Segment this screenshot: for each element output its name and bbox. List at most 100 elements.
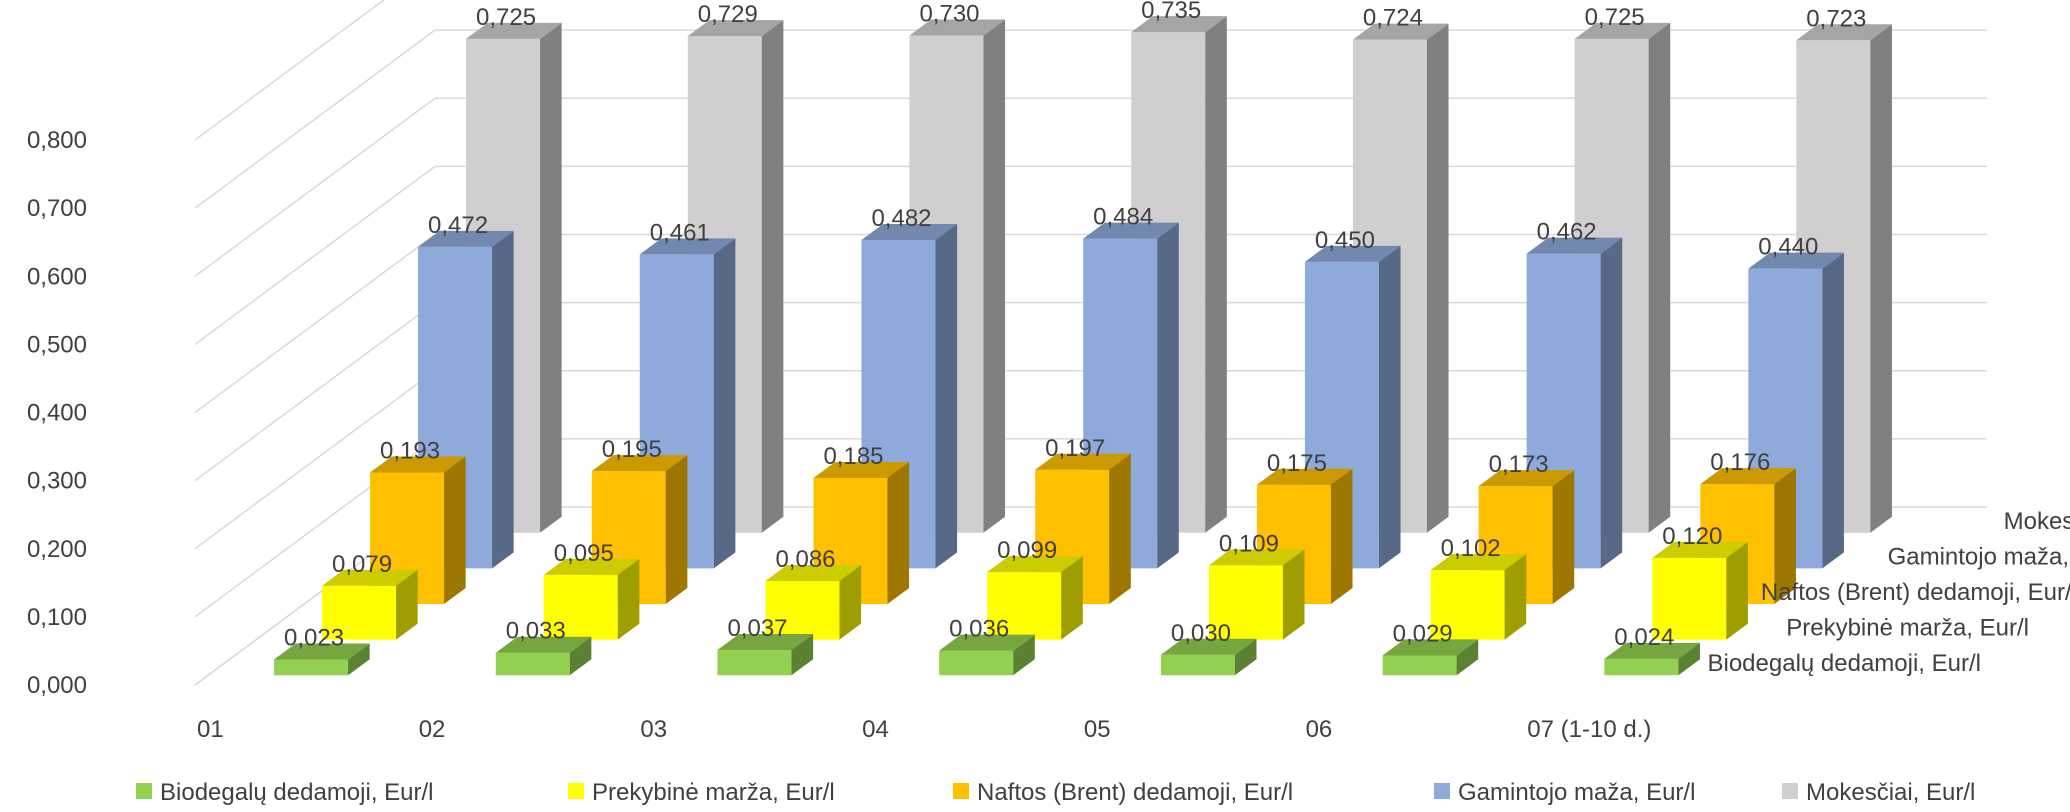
category-label: 06 [1306, 716, 1333, 743]
data-label: 0,440 [1758, 234, 1818, 261]
data-label: 0,095 [554, 540, 614, 567]
data-label: 0,120 [1662, 523, 1722, 550]
category-label: 05 [1084, 716, 1111, 743]
bar-front [939, 651, 1013, 676]
bar-front [1161, 655, 1235, 675]
bar-side [887, 462, 909, 604]
data-label: 0,109 [1219, 530, 1279, 557]
data-label: 0,197 [1045, 435, 1105, 462]
data-label: 0,484 [1093, 204, 1153, 231]
bars: 0,725 0,729 0,730 0,735 0,724 0,725 0,723 0,472… [274, 0, 1892, 675]
bar-side [1205, 16, 1227, 533]
bar-front [1604, 659, 1678, 675]
data-label: 0,472 [428, 212, 488, 239]
legend-label: Prekybinė marža, Eur/l [592, 779, 835, 806]
series-axis-label: Naftos (Brent) dedamoji, Eur/l [1761, 579, 2070, 606]
data-label: 0,725 [1585, 4, 1645, 31]
y-tick-label: 0,800 [27, 127, 87, 154]
category-label: 01 [197, 716, 224, 743]
data-label: 0,730 [919, 0, 979, 27]
data-label: 0,724 [1363, 5, 1423, 32]
data-label: 0,079 [332, 551, 392, 578]
y-tick-label: 0,400 [27, 400, 87, 427]
data-label: 0,036 [949, 616, 1009, 643]
legend-label: Biodegalų dedamoji, Eur/l [160, 779, 434, 806]
bar-side [1109, 454, 1131, 604]
data-label: 0,195 [602, 436, 662, 463]
data-label: 0,176 [1710, 449, 1770, 476]
data-label: 0,175 [1267, 450, 1327, 477]
gridline [195, 30, 1987, 208]
legend: Biodegalų dedamoji, Eur/l Prekybinė marža… [136, 779, 1975, 806]
bar-front [496, 653, 570, 675]
data-label: 0,029 [1393, 620, 1453, 647]
series-axis-label: Mokesčiai, Eur/l [2004, 508, 2070, 535]
legend-swatch [1434, 783, 1450, 799]
bar-side [666, 455, 688, 604]
data-label: 0,033 [506, 618, 566, 645]
data-label: 0,023 [284, 625, 344, 652]
data-label: 0,735 [1141, 0, 1201, 24]
y-tick-label: 0,000 [27, 672, 87, 699]
legend-label: Gamintojo maža, Eur/l [1458, 779, 1695, 806]
data-label: 0,482 [871, 205, 931, 232]
y-tick-label: 0,500 [27, 331, 87, 358]
data-label: 0,729 [698, 1, 758, 28]
data-label: 0,723 [1806, 5, 1866, 32]
bar-front [274, 660, 348, 676]
data-label: 0,099 [997, 537, 1057, 564]
bar-side [1870, 24, 1892, 533]
bar-side [1822, 253, 1844, 569]
y-tick-label: 0,600 [27, 263, 87, 290]
legend-item: Gamintojo maža, Eur/l [1434, 779, 1695, 806]
y-tick-label: 0,100 [27, 604, 87, 631]
data-label: 0,024 [1614, 624, 1674, 651]
bar-side [1726, 542, 1748, 640]
bar-side [444, 457, 466, 605]
y-tick-label: 0,300 [27, 468, 87, 495]
y-axis-ticks: 0,000 0,100 0,200 0,300 0,400 0,500 0,600 0,700… [27, 127, 87, 699]
bar-side [762, 20, 784, 533]
legend-swatch [568, 783, 584, 799]
bar-side [1649, 23, 1671, 533]
legend-item: Biodegalų dedamoji, Eur/l [136, 779, 434, 806]
series-axis-label: Biodegalų dedamoji, Eur/l [1707, 650, 1981, 677]
legend-label: Naftos (Brent) dedamoji, Eur/l [977, 779, 1293, 806]
category-label: 03 [640, 716, 667, 743]
bar-side [492, 231, 514, 569]
bar-side [714, 238, 736, 568]
bar-side [540, 23, 562, 533]
gridline [195, 0, 1987, 140]
bar-side [1427, 24, 1449, 533]
data-label: 0,173 [1489, 451, 1549, 478]
series-axis-label: Gamintojo maža, Eur/l [1888, 543, 2070, 570]
data-label: 0,185 [823, 443, 883, 470]
category-label: 04 [862, 716, 889, 743]
bar-front [717, 650, 791, 675]
category-label: 07 (1-10 d.) [1527, 716, 1651, 743]
y-tick-label: 0,200 [27, 536, 87, 563]
bar-side [1331, 469, 1353, 604]
bar-side [983, 19, 1005, 532]
category-labels: 01 02 03 04 05 06 07 (1-10 d.) [197, 716, 1651, 743]
legend-label: Mokesčiai, Eur/l [1806, 779, 1975, 806]
legend-swatch [953, 783, 969, 799]
legend-swatch [136, 783, 152, 799]
data-label: 0,030 [1171, 620, 1231, 647]
legend-item: Mokesčiai, Eur/l [1782, 779, 1975, 806]
series-axis-label: Prekybinė marža, Eur/l [1786, 615, 2029, 642]
data-label: 0,725 [476, 4, 536, 31]
bar-side [1157, 223, 1179, 569]
data-label: 0,102 [1441, 535, 1501, 562]
data-label: 0,037 [727, 615, 787, 642]
bar-side [935, 224, 957, 568]
data-label: 0,086 [775, 546, 835, 573]
bar-side [1601, 238, 1623, 569]
data-label: 0,462 [1537, 219, 1597, 246]
data-label: 0,450 [1315, 227, 1375, 254]
data-label: 0,193 [380, 438, 440, 465]
bar-front [1383, 655, 1457, 675]
category-label: 02 [419, 716, 446, 743]
y-tick-label: 0,700 [27, 195, 87, 222]
